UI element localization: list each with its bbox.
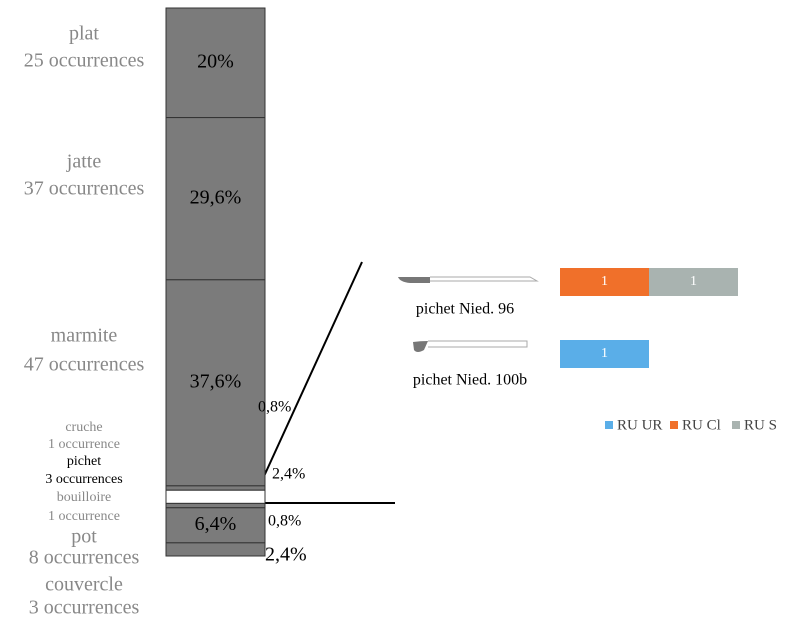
value-label: 1 (601, 274, 608, 289)
occurrence-label: 37 occurrences (24, 178, 145, 200)
segment (165, 485, 266, 491)
value-label: 2,4% (265, 544, 307, 566)
category-label: cruche (65, 420, 102, 435)
segment (165, 507, 266, 544)
legend-label: RU Cl (682, 417, 721, 433)
bar-segment (560, 268, 649, 296)
segment (165, 542, 266, 557)
vessel-icon (413, 340, 528, 352)
legend-swatch (732, 421, 740, 429)
category-label: jatte (66, 151, 102, 173)
value-label: 1 (690, 274, 697, 289)
value-label: 20% (197, 50, 234, 72)
value-label: 0,8% (258, 399, 291, 416)
category-label: couvercle (45, 574, 123, 596)
legend-label: RU UR (617, 417, 662, 433)
occurrence-label: 3 occurrences (45, 472, 122, 487)
category-label: pichet Nied. 100b (413, 372, 527, 389)
category-label: plat (69, 23, 99, 45)
category-label: pot (71, 526, 97, 548)
bar-segment (649, 268, 738, 296)
occurrence-label: 1 occurrence (48, 437, 120, 452)
bar-segment (560, 340, 649, 368)
value-label: 0,8% (268, 513, 301, 530)
legend-label: RU S (744, 417, 777, 433)
occurrence-label: 3 occurrences (29, 597, 140, 619)
legend-swatch (670, 421, 678, 429)
segment (165, 502, 266, 509)
zoom-line (259, 261, 363, 486)
occurrence-label: 1 occurrence (48, 509, 120, 524)
value-label: 1 (601, 346, 608, 361)
category-label: bouilloire (57, 490, 111, 505)
occurrence-label: 8 occurrences (29, 547, 140, 569)
category-label: pichet (67, 454, 101, 469)
value-label: 37,6% (190, 370, 242, 392)
occurrence-label: 25 occurrences (24, 50, 145, 72)
legend-swatch (605, 421, 613, 429)
value-label: 6,4% (195, 513, 237, 535)
segment (165, 489, 266, 504)
occurrence-label: 47 occurrences (24, 354, 145, 376)
category-label: marmite (51, 325, 118, 347)
segment (165, 117, 266, 281)
value-label: 29,6% (190, 186, 242, 208)
value-label: 2,4% (272, 466, 305, 483)
vessel-icon (398, 276, 539, 283)
category-label: pichet Nied. 96 (416, 301, 514, 318)
